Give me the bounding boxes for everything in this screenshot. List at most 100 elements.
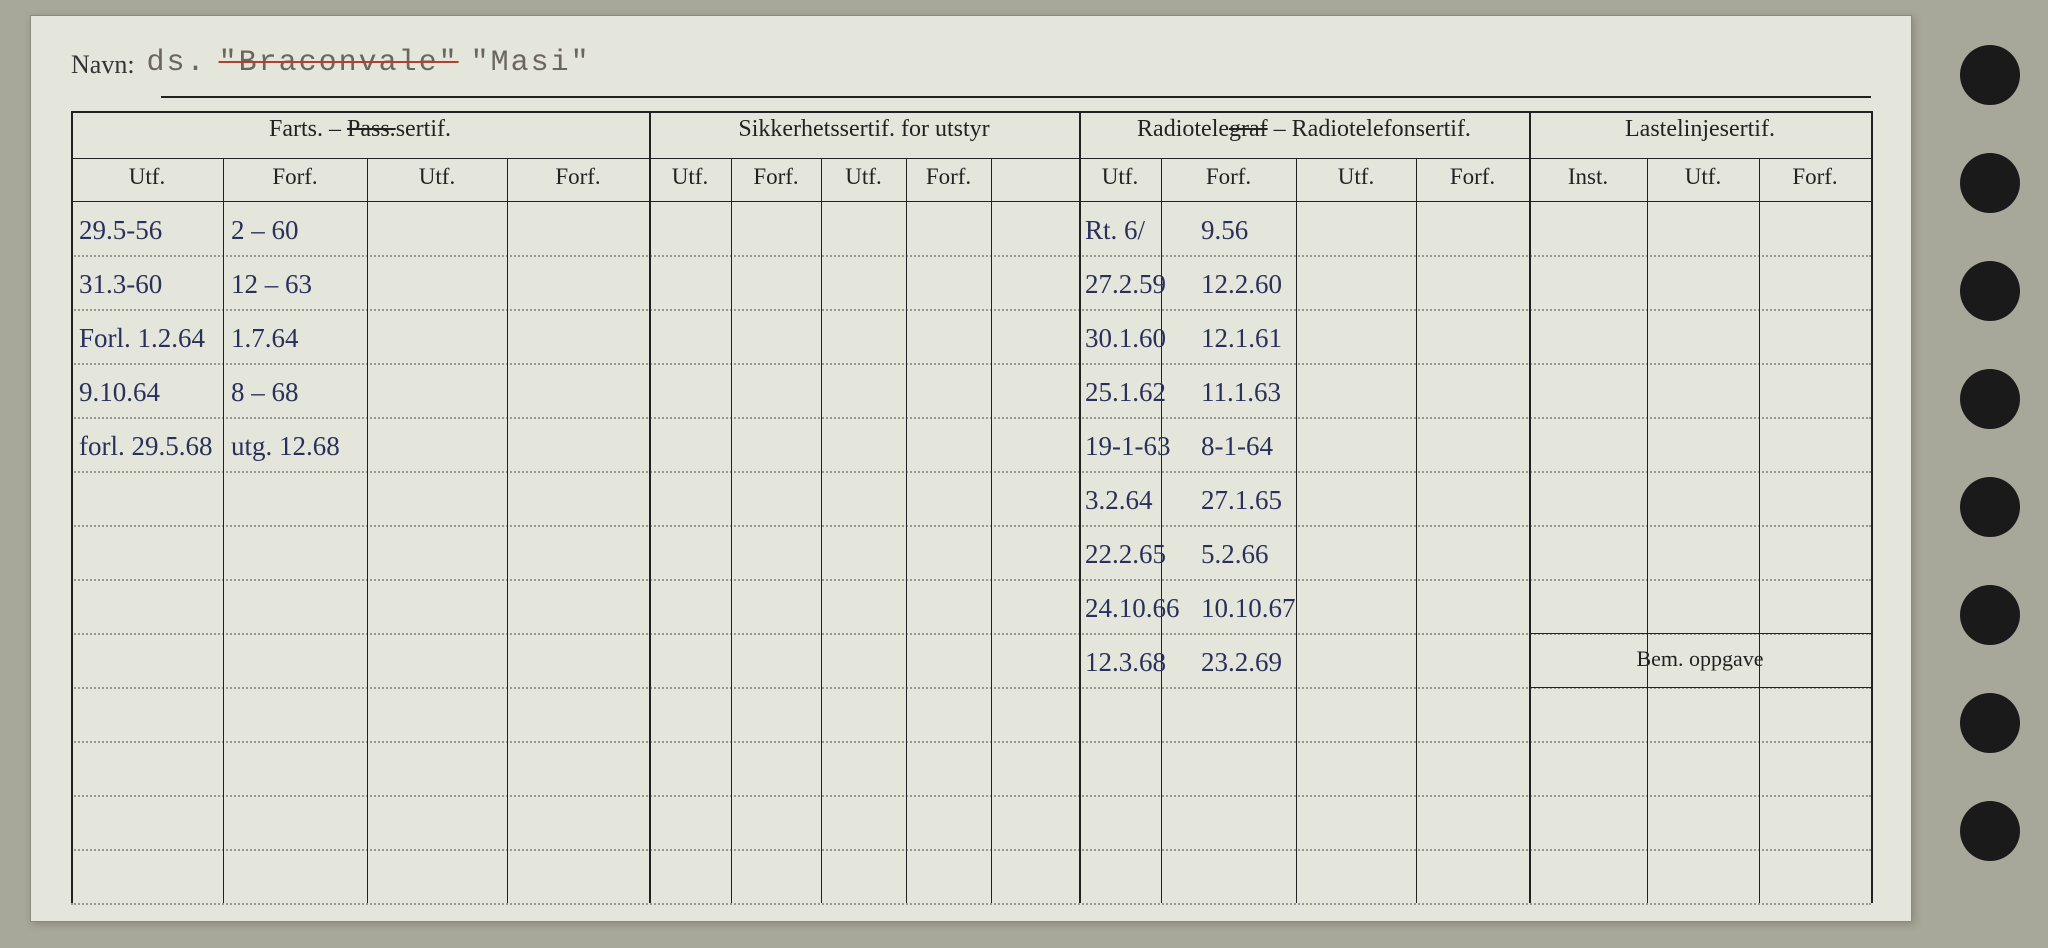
farts-forf: utg. 12.68 — [231, 431, 340, 462]
col-divider-heavy — [1871, 111, 1873, 903]
table-row — [71, 363, 1871, 419]
group-sikker: Sikkerhetssertif. for utstyr — [649, 116, 1079, 156]
col-divider-heavy — [1079, 111, 1081, 903]
name-row: Navn: ds. "Braconvale" "Masi" — [71, 46, 1871, 96]
radio-forf: 11.1.63 — [1201, 377, 1281, 408]
bem-label: Bem. oppgave — [1529, 646, 1871, 672]
col-divider-heavy — [649, 111, 651, 903]
col-divider — [821, 158, 822, 903]
table-row — [71, 849, 1871, 905]
name-old: "Braconvale" — [219, 46, 459, 80]
table-row — [71, 471, 1871, 527]
sub-utf-2: Utf. — [367, 164, 507, 198]
sub-forf-7: Forf. — [1759, 164, 1871, 198]
radio-forf: 12.2.60 — [1201, 269, 1282, 300]
radio-utf: 24.10.66 — [1085, 593, 1180, 624]
bem-rule-top — [1529, 633, 1871, 634]
navn-label: Navn: — [71, 50, 135, 80]
radio-utf: 3.2.64 — [1085, 485, 1153, 516]
index-card: Navn: ds. "Braconvale" "Masi" Farts. – P… — [30, 15, 1912, 922]
col-divider-heavy — [71, 111, 73, 903]
table-row — [71, 579, 1871, 635]
group-radio-a: Radiotele — [1137, 116, 1229, 142]
radio-forf: 5.2.66 — [1201, 539, 1269, 570]
farts-forf: 2 – 60 — [231, 215, 299, 246]
col-divider — [906, 158, 907, 903]
radio-forf: 27.1.65 — [1201, 485, 1282, 516]
radio-forf: 12.1.61 — [1201, 323, 1282, 354]
binder-hole — [1960, 45, 2020, 105]
radio-utf: 12.3.68 — [1085, 647, 1166, 678]
binder-hole — [1960, 261, 2020, 321]
radio-forf: 8-1-64 — [1201, 431, 1273, 462]
table-row — [71, 741, 1871, 797]
group-farts-b: sertif. — [396, 116, 451, 142]
sub-forf-3: Forf. — [731, 164, 821, 198]
group-farts-struck: Pass. — [347, 116, 396, 142]
radio-utf: 27.2.59 — [1085, 269, 1166, 300]
col-divider — [223, 158, 224, 903]
farts-utf: forl. 29.5.68 — [79, 431, 212, 462]
col-divider — [991, 158, 992, 903]
farts-utf: 9.10.64 — [79, 377, 160, 408]
table-row — [71, 417, 1871, 473]
group-farts-a: Farts. – — [269, 116, 347, 142]
radio-utf: 25.1.62 — [1085, 377, 1166, 408]
sub-utf-6: Utf. — [1296, 164, 1416, 198]
sub-forf-1: Forf. — [223, 164, 367, 198]
sub-forf-6: Forf. — [1416, 164, 1529, 198]
table-row — [71, 255, 1871, 311]
binder-hole — [1960, 153, 2020, 213]
group-radio-struck: graf — [1229, 116, 1268, 142]
table-row — [71, 687, 1871, 743]
group-farts: Farts. – Pass.sertif. — [71, 116, 649, 156]
farts-utf: 31.3-60 — [79, 269, 162, 300]
col-divider — [731, 158, 732, 903]
col-divider — [1296, 158, 1297, 903]
group-radio: Radiotelegraf – Radiotelefonsertif. — [1079, 116, 1529, 156]
radio-utf: 22.2.65 — [1085, 539, 1166, 570]
sub-utf-4: Utf. — [821, 164, 906, 198]
binder-hole — [1960, 801, 2020, 861]
binder-hole — [1960, 693, 2020, 753]
rule-top — [71, 111, 1871, 113]
name-underline — [161, 96, 1871, 98]
radio-forf: 9.56 — [1201, 215, 1248, 246]
sub-inst: Inst. — [1529, 164, 1647, 198]
name-current: "Masi" — [471, 46, 591, 80]
sub-utf-1: Utf. — [71, 164, 223, 198]
sub-utf-3: Utf. — [649, 164, 731, 198]
col-divider — [1759, 158, 1760, 903]
rule-mid — [71, 158, 1871, 159]
name-prefix: ds. — [147, 46, 207, 80]
radio-utf: Rt. 6/ — [1085, 215, 1145, 246]
col-divider — [1416, 158, 1417, 903]
farts-forf: 12 – 63 — [231, 269, 312, 300]
group-radio-b: – Radiotelefonsertif. — [1268, 116, 1471, 142]
col-divider — [1647, 158, 1648, 903]
binder-hole — [1960, 369, 2020, 429]
col-divider — [367, 158, 368, 903]
table-row — [71, 525, 1871, 581]
col-divider — [507, 158, 508, 903]
sub-forf-5: Forf. — [1161, 164, 1296, 198]
farts-forf: 1.7.64 — [231, 323, 299, 354]
sub-utf-7: Utf. — [1647, 164, 1759, 198]
binder-hole — [1960, 585, 2020, 645]
radio-utf: 30.1.60 — [1085, 323, 1166, 354]
binder-hole — [1960, 477, 2020, 537]
bem-rule-bot — [1529, 687, 1871, 688]
table-row — [71, 795, 1871, 851]
radio-forf: 23.2.69 — [1201, 647, 1282, 678]
table-row — [71, 309, 1871, 365]
table-row — [71, 201, 1871, 257]
sub-forf-4: Forf. — [906, 164, 991, 198]
radio-utf: 19-1-63 — [1085, 431, 1170, 462]
sub-utf-5: Utf. — [1079, 164, 1161, 198]
radio-forf: 10.10.67 — [1201, 593, 1296, 624]
group-laste: Lastelinjesertif. — [1529, 116, 1871, 156]
farts-utf: 29.5-56 — [79, 215, 162, 246]
farts-utf: Forl. 1.2.64 — [79, 323, 205, 354]
farts-forf: 8 – 68 — [231, 377, 299, 408]
col-divider-heavy — [1529, 111, 1531, 903]
